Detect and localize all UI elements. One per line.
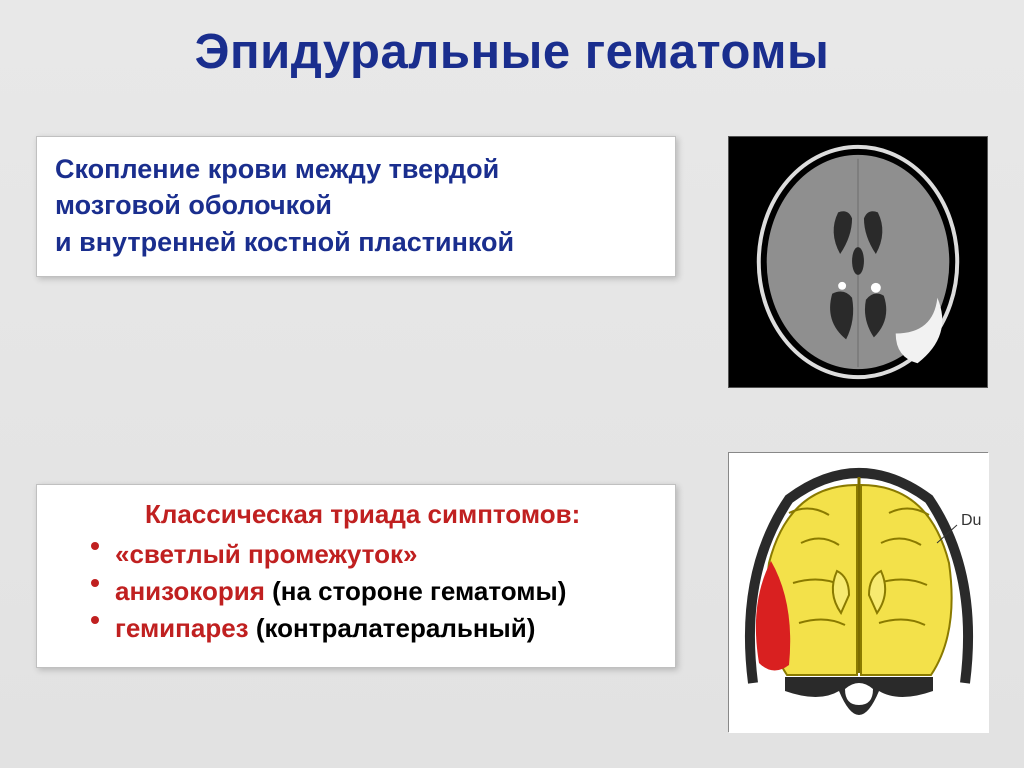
bullet-icon — [91, 542, 99, 550]
coronal-diagram: Du — [728, 452, 988, 732]
triad-item: «светлый промежуток» — [91, 536, 657, 573]
ct-scan-svg — [729, 136, 987, 388]
triad-item: анизокория (на стороне гематомы) — [91, 573, 657, 610]
ct-scan-image — [728, 136, 988, 388]
triad-black-text: (на стороне гематомы) — [272, 576, 566, 606]
definition-line1: Скопление крови между твердой — [55, 151, 657, 187]
bullet-icon — [91, 616, 99, 624]
triad-item: гемипарез (контралатеральный) — [91, 610, 657, 647]
definition-box: Скопление крови между твердой мозговой о… — [36, 136, 676, 277]
triad-box: Классическая триада симптомов: «светлый … — [36, 484, 676, 668]
coronal-svg: Du — [729, 453, 989, 733]
triad-black-text: (контралатеральный) — [256, 613, 536, 643]
definition-line3: и внутренней костной пластинкой — [55, 224, 657, 260]
slide-title: Эпидуральные гематомы — [0, 0, 1024, 80]
triad-red-text: анизокория — [115, 576, 272, 606]
triad-red-text: гемипарез — [115, 613, 256, 643]
triad-heading: Классическая триада симптомов: — [145, 499, 657, 530]
bullet-icon — [91, 579, 99, 587]
definition-line2: мозговой оболочкой — [55, 187, 657, 223]
svg-text:Du: Du — [961, 512, 981, 529]
triad-red-text: «светлый промежуток» — [115, 539, 417, 569]
